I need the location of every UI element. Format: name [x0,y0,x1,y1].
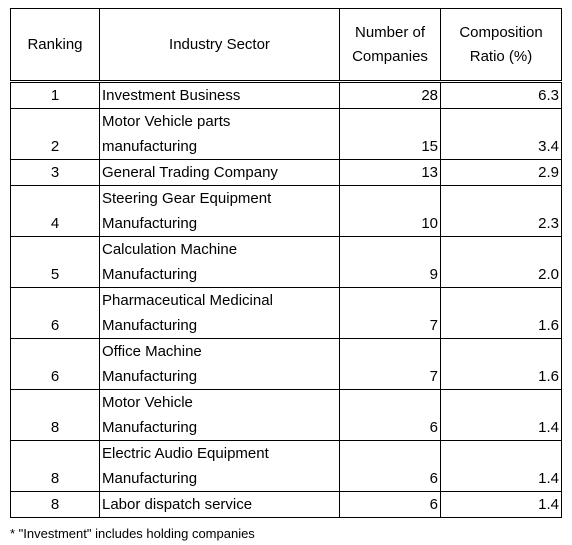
ranking-table: Ranking Industry Sector Number of Compan… [10,8,562,518]
companies-cell: 10 [339,185,441,237]
header-cell: Ranking [10,8,100,82]
sector-line: Pharmaceutical Medicinal [102,292,273,309]
header-cell: Industry Sector [99,8,340,82]
table-head: Ranking Industry Sector Number of Compan… [10,8,562,82]
ratio-cell: 1.4 [440,389,562,441]
table-row: 8 Motor Vehicle Manufacturing 6 1.4 [10,389,562,441]
sector-line: Motor Vehicle parts [102,113,231,130]
table-row: 8 Labor dispatch service 6 1.4 [10,491,562,518]
table-row: 8 Electric Audio Equipment Manufacturing 6 1… [10,440,562,492]
companies-cell: 28 [339,81,441,109]
sector-cell: Calculation Machine Manufacturing [99,236,340,288]
sector-cell: Electric Audio Equipment Manufacturing [99,440,340,492]
ratio-cell: 6.3 [440,81,562,109]
footnote: * "Investment" includes holding companie… [10,526,255,541]
sector-line: Electric Audio Equipment [102,445,269,462]
sector-line: Office Machine [102,343,202,360]
rank-cell: 8 [10,389,100,441]
rank-cell: 2 [10,108,100,160]
companies-cell: 6 [339,491,441,518]
sector-line: Manufacturing [102,368,198,385]
table-wrap: Ranking Industry Sector Number of Compan… [10,8,562,518]
companies-cell: 7 [339,287,441,339]
sector-cell: Office Machine Manufacturing [99,338,340,390]
sector-cell: Steering Gear Equipment Manufacturing [99,185,340,237]
rank-cell: 5 [10,236,100,288]
rank-cell: 3 [10,159,100,186]
rank-cell: 8 [10,440,100,492]
table-row: 1 Investment Business 28 6.3 [10,81,562,109]
ratio-cell: 1.4 [440,440,562,492]
table-row: 5 Calculation Machine Manufacturing 9 2.0 [10,236,562,288]
rank-cell: 6 [10,338,100,390]
sector-line: Calculation Machine [102,241,238,258]
table-row: 3 General Trading Company 13 2.9 [10,159,562,186]
sector-cell: Motor Vehicle Manufacturing [99,389,340,441]
header-cell: Number of Companies [339,8,441,82]
companies-cell: 15 [339,108,441,160]
sector-line: Steering Gear Equipment [102,190,272,207]
companies-cell: 13 [339,159,441,186]
sector-line: Manufacturing [102,470,198,487]
ratio-cell: 2.9 [440,159,562,186]
table-row: 6 Office Machine Manufacturing 7 1.6 [10,338,562,390]
sector-cell: Pharmaceutical Medicinal Manufacturing [99,287,340,339]
ratio-cell: 3.4 [440,108,562,160]
sector-line: Investment Business [102,87,241,104]
sector-cell: Investment Business [99,81,340,109]
sector-line: Motor Vehicle [102,394,193,411]
companies-cell: 6 [339,440,441,492]
sector-line: Manufacturing [102,215,198,232]
rank-cell: 4 [10,185,100,237]
companies-cell: 7 [339,338,441,390]
table-row: 4 Steering Gear Equipment Manufacturing 10 2… [10,185,562,237]
rank-cell: 8 [10,491,100,518]
ratio-cell: 1.6 [440,287,562,339]
table-row: 6 Pharmaceutical Medicinal Manufacturing 7 1… [10,287,562,339]
ratio-cell: 1.6 [440,338,562,390]
rank-cell: 6 [10,287,100,339]
companies-cell: 6 [339,389,441,441]
ratio-cell: 2.3 [440,185,562,237]
sector-line: Manufacturing [102,317,198,334]
sector-line: Manufacturing [102,419,198,436]
ratio-cell: 1.4 [440,491,562,518]
sector-line: manufacturing [102,138,198,155]
sector-line: General Trading Company [102,164,278,181]
sector-line: Manufacturing [102,266,198,283]
sector-cell: General Trading Company [99,159,340,186]
table-body: 1 Investment Business 28 6.3 2 Motor Vehicle … [10,81,562,518]
table-row: 2 Motor Vehicle parts manufacturing 15 3.4 [10,108,562,160]
sector-line: Labor dispatch service [102,496,253,513]
header-row: Ranking Industry Sector Number of Compan… [10,8,562,82]
companies-cell: 9 [339,236,441,288]
sector-cell: Motor Vehicle parts manufacturing [99,108,340,160]
rank-cell: 1 [10,81,100,109]
ratio-cell: 2.0 [440,236,562,288]
header-cell: Composition Ratio (%) [440,8,562,82]
sector-cell: Labor dispatch service [99,491,340,518]
